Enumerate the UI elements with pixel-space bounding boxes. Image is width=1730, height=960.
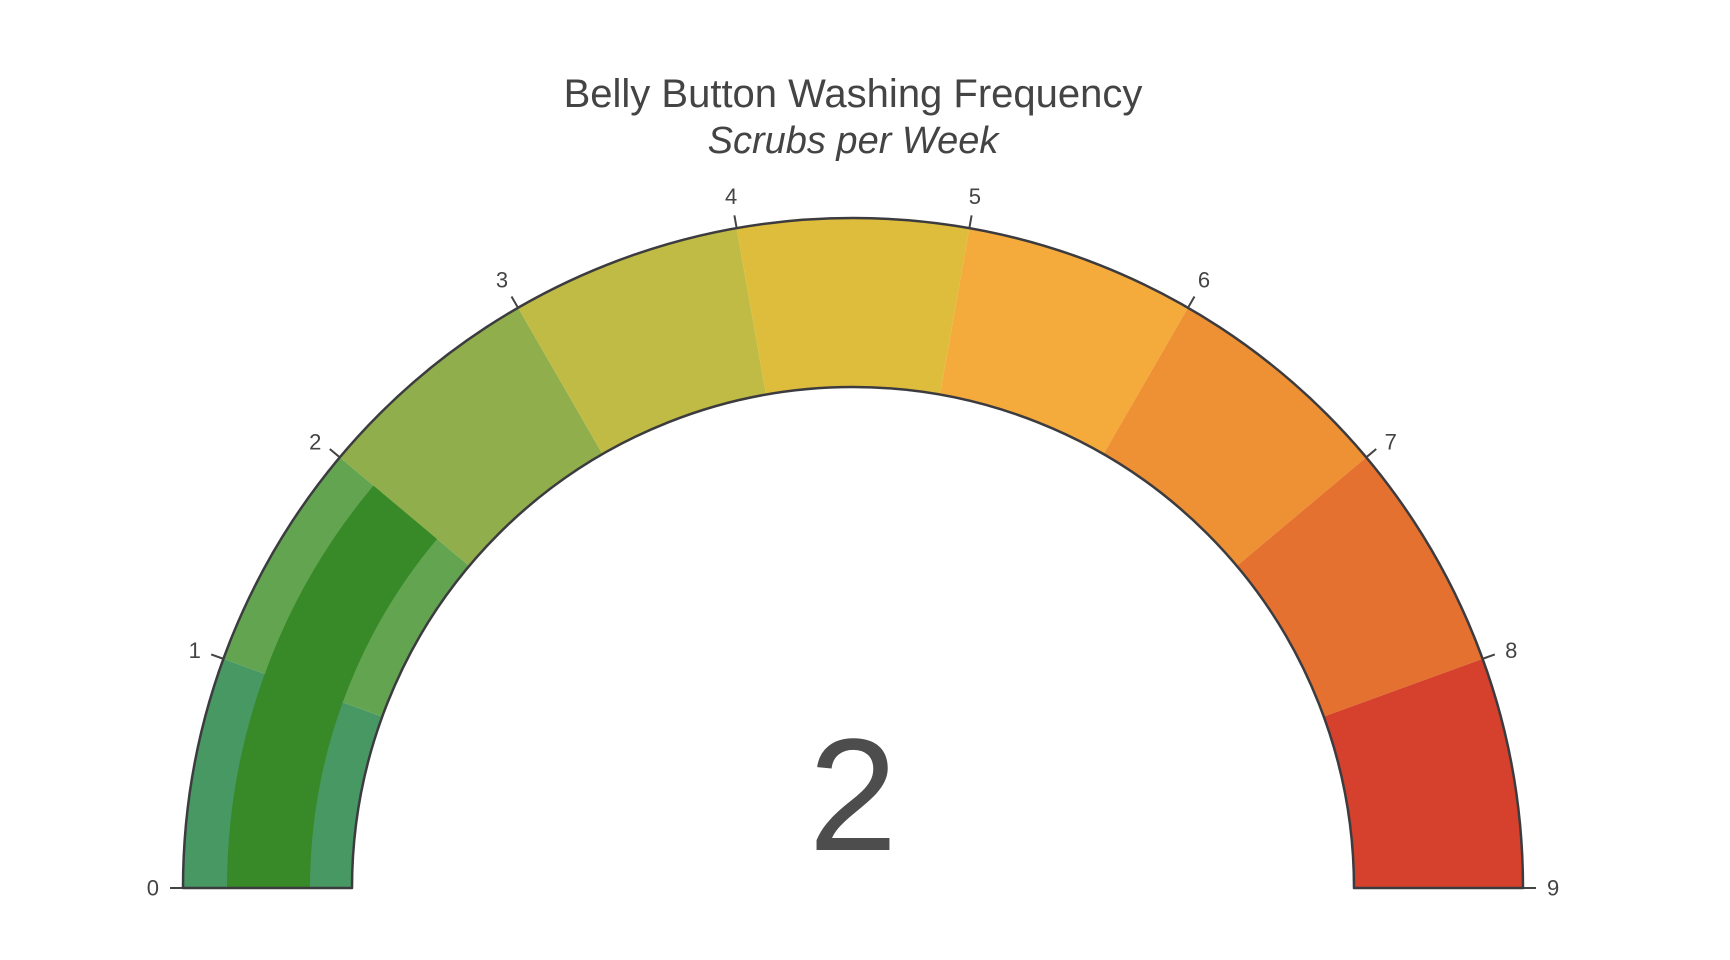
gauge-step-segment-5 — [940, 228, 1188, 455]
gauge-value-bar — [227, 485, 438, 888]
gauge-tick-label-9: 9 — [1547, 876, 1559, 901]
gauge-tick-6 — [1187, 296, 1196, 308]
gauge-step-segment-4 — [736, 218, 970, 395]
gauge-tick-5 — [968, 215, 973, 228]
gauge-tick-label-5: 5 — [969, 184, 981, 209]
gauge-tick-label-4: 4 — [725, 184, 737, 209]
gauge-tick-label-3: 3 — [496, 268, 508, 293]
gauge-tick-label-0: 0 — [147, 876, 159, 901]
chart-title: Belly Button Washing Frequency — [564, 72, 1143, 116]
gauge-outline — [181, 216, 1525, 890]
gauge-tick-label-8: 8 — [1505, 638, 1517, 663]
gauge-tick-label-1: 1 — [189, 638, 201, 663]
gauge-step-segment-8 — [1323, 658, 1523, 888]
gauge-tick-label-2: 2 — [309, 429, 321, 454]
gauge-step-segment-7 — [1236, 457, 1483, 717]
gauge-arc-group: 0 1 2 3 4 5 6 7 8 9 — [147, 184, 1560, 900]
gauge-step-segment-2 — [339, 307, 603, 566]
gauge-tick-4 — [733, 215, 738, 228]
gauge-tick-8 — [1483, 653, 1496, 660]
gauge-tick-label-7: 7 — [1385, 429, 1397, 454]
gauge-tick-3 — [510, 296, 519, 308]
gauge-tick-1 — [210, 653, 223, 660]
gauge-tick-7 — [1366, 448, 1377, 458]
gauge-value: 2 — [809, 705, 898, 884]
gauge-step-segment-6 — [1103, 307, 1367, 566]
gauge-tick-2 — [329, 448, 340, 458]
gauge-step-segment-3 — [518, 228, 766, 455]
chart-subtitle: Scrubs per Week — [708, 120, 1001, 162]
gauge-tick-label-6: 6 — [1198, 268, 1210, 293]
